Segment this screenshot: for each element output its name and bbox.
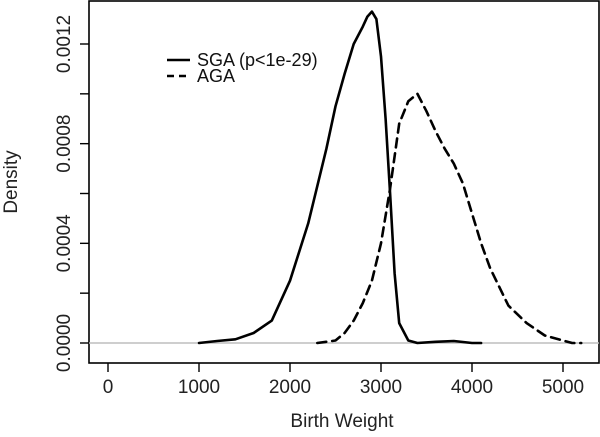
x-tick-label: 1000 [178, 377, 220, 398]
series-line-aga [315, 92, 583, 345]
legend: SGA (p<1e-29)AGA [167, 50, 318, 86]
series-layer [197, 10, 583, 345]
series-line-sga [197, 10, 483, 345]
x-axis: 0 1000 2000 3000 4000 5000 [103, 363, 584, 398]
y-tick-label: 0.0004 [54, 214, 75, 273]
y-axis-title: Density [1, 150, 22, 214]
y-tick-label: 0.0000 [54, 314, 75, 372]
y-tick-label: 0.0012 [54, 15, 75, 73]
x-tick-label: 0 [103, 377, 114, 398]
legend-label-aga: AGA [197, 66, 235, 86]
x-tick-label: 3000 [360, 377, 402, 398]
x-axis-title: Birth Weight [290, 411, 394, 432]
plot-frame [88, 0, 600, 364]
y-tick-label: 0.0008 [54, 115, 75, 173]
y-axis: 0.0000 0.0004 0.0008 0.0012 [54, 15, 89, 372]
x-tick-label: 5000 [542, 377, 584, 398]
x-tick-label: 4000 [451, 377, 493, 398]
legend-label-sga: SGA (p<1e-29) [197, 50, 318, 70]
x-tick-label: 2000 [269, 377, 311, 398]
